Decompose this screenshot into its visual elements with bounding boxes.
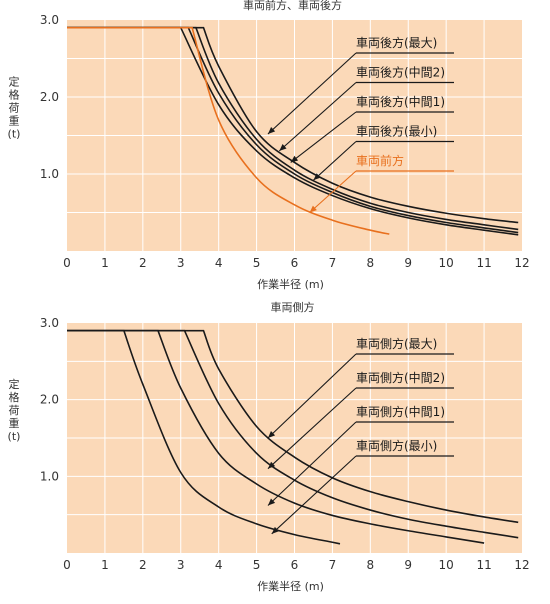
annotation-leader: [267, 421, 357, 506]
x-tick-label: 12: [514, 558, 529, 572]
y-tick-label: 1.0: [40, 469, 59, 483]
series-line-5: [67, 26, 390, 235]
chart-title: 車両前方、車両後方: [243, 0, 342, 12]
series-line-3: [67, 329, 485, 544]
y-axis-label-part: 荷: [9, 404, 20, 417]
x-tick-label: 1: [101, 256, 109, 270]
chart-title: 車両側方: [271, 300, 315, 314]
annotation-leader: [313, 141, 357, 181]
x-tick-label: 4: [215, 558, 223, 572]
annotation-label: 車両後方(最大): [356, 35, 437, 50]
y-axis-label-part: (t): [8, 127, 21, 140]
x-tick-label: 0: [63, 558, 71, 572]
x-tick-label: 9: [404, 256, 412, 270]
y-axis-label: 定格荷重(t): [8, 74, 21, 140]
x-tick-label: 7: [329, 558, 337, 572]
x-tick-label: 11: [476, 558, 491, 572]
x-axis-label: 作業半径 (m): [257, 579, 324, 593]
y-tick-label: 1.0: [40, 167, 59, 181]
annotation-label: 車両後方(最小): [356, 124, 437, 139]
x-tick-label: 8: [367, 256, 375, 270]
annotation-leader: [278, 82, 357, 152]
x-tick-label: 1: [101, 558, 109, 572]
y-tick-label: 2.0: [40, 90, 59, 104]
annotation-arrowhead: [267, 430, 276, 438]
annotation-label: 車両後方(中間1): [356, 94, 445, 109]
annotation-leader: [267, 353, 357, 439]
series-line-4: [67, 26, 519, 236]
x-tick-label: 2: [139, 256, 147, 270]
series-line-1: [67, 26, 519, 224]
y-axis-label-part: 重: [9, 416, 20, 430]
y-axis-label: 定格荷重(t): [8, 377, 21, 443]
annotation-label: 車両側方(最大): [356, 336, 437, 351]
annotation-label: 車両側方(中間1): [356, 404, 445, 419]
y-tick-label: 3.0: [40, 316, 59, 330]
x-tick-label: 7: [329, 256, 337, 270]
x-tick-label: 9: [404, 558, 412, 572]
annotation-arrowhead: [267, 461, 276, 469]
y-axis-label-part: (t): [8, 430, 21, 443]
y-axis-label-part: 重: [9, 113, 20, 127]
series-line-2: [67, 329, 519, 539]
series-line-3: [67, 26, 519, 234]
x-tick-label: 4: [215, 256, 223, 270]
x-tick-label: 5: [253, 256, 261, 270]
x-tick-label: 10: [439, 558, 454, 572]
y-tick-label: 2.0: [40, 393, 59, 407]
annotation-leader: [267, 387, 357, 470]
series-line-1: [67, 329, 519, 524]
y-axis-label-part: 定: [9, 74, 20, 88]
x-axis-label: 作業半径 (m): [257, 277, 324, 291]
annotation-arrowhead: [279, 144, 287, 151]
annotation-label: 車両前方: [356, 153, 404, 168]
x-tick-label: 0: [63, 256, 71, 270]
y-axis-label-part: 荷: [9, 101, 20, 114]
x-tick-label: 12: [514, 256, 529, 270]
x-tick-label: 2: [139, 558, 147, 572]
series-line-4: [67, 329, 341, 545]
annotation-leader: [309, 170, 357, 213]
annotation-arrowhead: [309, 205, 317, 213]
x-tick-label: 11: [476, 256, 491, 270]
y-axis-label-part: 格: [9, 390, 20, 404]
annotation-arrowhead: [267, 127, 276, 134]
y-tick-label: 3.0: [40, 13, 59, 27]
x-tick-label: 5: [253, 558, 261, 572]
annotation-arrowhead: [267, 498, 276, 506]
annotation-arrowhead: [290, 155, 299, 163]
x-tick-label: 10: [439, 256, 454, 270]
annotation-label: 車両後方(中間2): [356, 65, 445, 80]
x-tick-label: 6: [291, 558, 299, 572]
x-tick-label: 8: [367, 558, 375, 572]
annotation-leader: [267, 52, 357, 135]
series-line-2: [67, 26, 519, 231]
x-tick-label: 3: [177, 558, 185, 572]
annotation-arrowhead: [313, 173, 321, 181]
annotation-label: 車両側方(最小): [356, 438, 437, 453]
y-axis-label-part: 定: [9, 377, 20, 391]
annotation-label: 車両側方(中間2): [356, 370, 445, 385]
annotation-leader: [271, 455, 357, 535]
annotation-arrowhead: [271, 526, 279, 534]
annotation-leader: [290, 111, 357, 163]
x-tick-label: 3: [177, 256, 185, 270]
y-axis-label-part: 格: [9, 87, 20, 101]
x-tick-label: 6: [291, 256, 299, 270]
